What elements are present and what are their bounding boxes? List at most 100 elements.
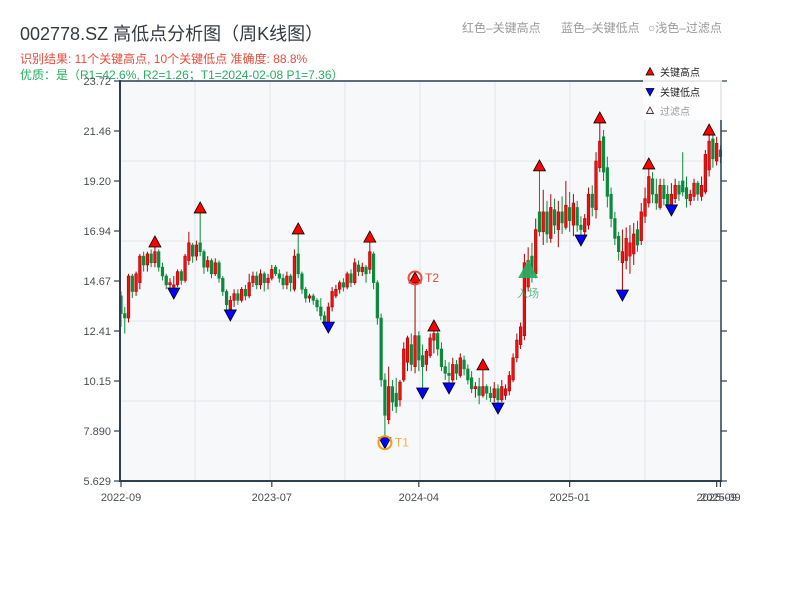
candle	[368, 237, 372, 274]
candle	[624, 227, 628, 270]
candle	[503, 384, 508, 400]
candle	[590, 185, 594, 217]
key-low-triangle-icon	[664, 204, 679, 217]
candle	[466, 364, 470, 385]
candle	[183, 253, 187, 283]
candle	[409, 333, 413, 372]
key-low-triangle-icon	[223, 309, 238, 322]
candle	[692, 178, 696, 201]
candle	[289, 273, 293, 292]
candle	[417, 331, 421, 372]
candle	[500, 379, 504, 403]
candle	[405, 335, 410, 372]
color-legend-low: 蓝色–关键低点	[561, 21, 640, 35]
candle	[198, 207, 202, 257]
candle	[383, 373, 387, 443]
candle	[311, 293, 315, 305]
candle	[541, 189, 545, 246]
candle	[157, 249, 161, 272]
t2-ring-icon	[407, 270, 423, 286]
candle	[360, 262, 364, 277]
y-tick-label: 23.72	[83, 76, 111, 88]
legend-high-triangle-icon	[645, 66, 655, 76]
candle	[703, 149, 707, 195]
candle	[379, 313, 383, 387]
key-high-triangle-icon	[642, 157, 656, 170]
key-high-triangle-icon	[291, 222, 305, 235]
candle	[477, 377, 481, 405]
candle	[601, 130, 606, 181]
candle	[338, 280, 342, 294]
x-tick-label: 2022-09	[101, 492, 141, 504]
candle	[519, 322, 523, 349]
candle	[217, 260, 221, 283]
key-point-markers	[148, 111, 716, 450]
candle	[537, 165, 542, 237]
candle	[662, 178, 666, 206]
candle	[451, 357, 455, 383]
candle	[485, 384, 489, 400]
candle	[402, 342, 406, 383]
candle	[568, 191, 572, 232]
candle	[424, 348, 428, 372]
candle	[673, 178, 677, 204]
candle	[420, 344, 425, 393]
candle	[130, 273, 134, 299]
candle	[175, 269, 180, 288]
candle	[654, 178, 658, 210]
legend-filtered-triangle-icon	[645, 106, 655, 114]
candle	[304, 287, 308, 303]
candle	[549, 194, 553, 243]
candle	[507, 371, 511, 396]
candle	[488, 386, 493, 403]
key-low-triangle-icon	[167, 287, 181, 300]
key-low-triangle-icon	[574, 234, 588, 247]
candle	[628, 225, 632, 274]
candle	[571, 194, 575, 237]
candle	[334, 284, 338, 299]
candle	[564, 180, 568, 230]
candle	[194, 240, 199, 261]
candle	[609, 187, 613, 228]
candle	[473, 382, 477, 398]
candle	[300, 271, 304, 294]
candle	[292, 249, 297, 292]
candle	[583, 214, 587, 239]
candle	[632, 222, 636, 265]
candle	[202, 249, 206, 274]
candle	[711, 134, 715, 168]
candle	[164, 273, 168, 290]
candle	[387, 366, 391, 425]
candle	[258, 269, 263, 290]
candle	[707, 130, 711, 177]
candle	[296, 228, 300, 279]
candle	[462, 355, 466, 376]
legend-low-triangle-icon	[645, 88, 655, 97]
candle	[142, 251, 146, 272]
candle	[696, 180, 700, 201]
summary-text: 识别结果: 11个关键高点, 10个关键低点 准确度: 88.8%	[20, 51, 307, 66]
y-tick-label: 19.20	[83, 176, 111, 188]
candle	[243, 284, 248, 301]
candle	[375, 280, 379, 325]
key-low-triangle-icon	[415, 387, 430, 400]
page-title: 002778.SZ 高低点分析图（周K线图）	[20, 24, 323, 44]
candle	[639, 203, 643, 246]
candle	[371, 251, 376, 290]
y-tick-label: 12.41	[83, 326, 111, 338]
y-tick-label: 14.67	[83, 276, 111, 288]
key-low-triangle-icon	[442, 382, 456, 395]
candle	[560, 196, 564, 235]
y-tick-label: 7.890	[83, 426, 111, 438]
candle	[458, 353, 462, 378]
candle	[439, 342, 444, 372]
candle	[677, 180, 681, 201]
candle	[353, 258, 357, 285]
legend-box	[643, 62, 722, 120]
candle	[221, 276, 225, 296]
candle	[285, 271, 289, 290]
candle	[390, 379, 395, 411]
legend-item-key-low: 关键低点	[660, 86, 700, 99]
candle	[681, 152, 685, 197]
